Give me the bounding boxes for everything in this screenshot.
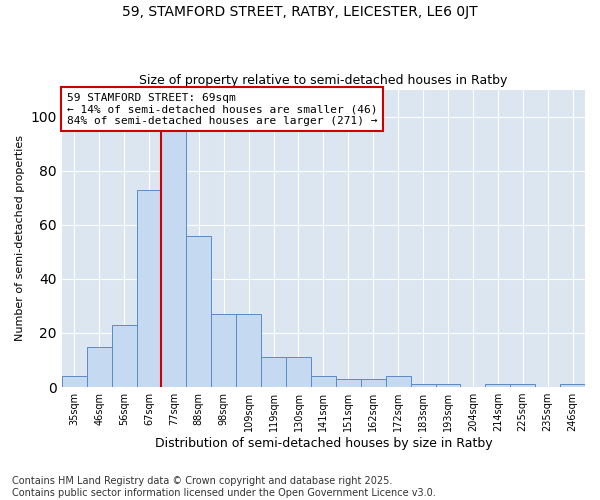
Bar — [386, 376, 410, 387]
Bar — [485, 384, 510, 387]
Y-axis label: Number of semi-detached properties: Number of semi-detached properties — [15, 136, 25, 342]
Bar — [161, 128, 187, 387]
Bar — [336, 379, 361, 387]
Bar — [137, 190, 161, 387]
Bar — [510, 384, 535, 387]
Bar — [187, 236, 211, 387]
Text: 59, STAMFORD STREET, RATBY, LEICESTER, LE6 0JT: 59, STAMFORD STREET, RATBY, LEICESTER, L… — [122, 5, 478, 19]
Text: 59 STAMFORD STREET: 69sqm
← 14% of semi-detached houses are smaller (46)
84% of : 59 STAMFORD STREET: 69sqm ← 14% of semi-… — [67, 92, 377, 126]
Bar — [410, 384, 436, 387]
Bar — [261, 358, 286, 387]
Bar — [560, 384, 585, 387]
Bar — [436, 384, 460, 387]
Bar — [361, 379, 386, 387]
Bar — [87, 346, 112, 387]
Bar — [311, 376, 336, 387]
Bar — [211, 314, 236, 387]
Bar — [236, 314, 261, 387]
Title: Size of property relative to semi-detached houses in Ratby: Size of property relative to semi-detach… — [139, 74, 508, 87]
Text: Contains HM Land Registry data © Crown copyright and database right 2025.
Contai: Contains HM Land Registry data © Crown c… — [12, 476, 436, 498]
Bar — [62, 376, 87, 387]
Bar — [112, 325, 137, 387]
X-axis label: Distribution of semi-detached houses by size in Ratby: Distribution of semi-detached houses by … — [155, 437, 492, 450]
Bar — [286, 358, 311, 387]
